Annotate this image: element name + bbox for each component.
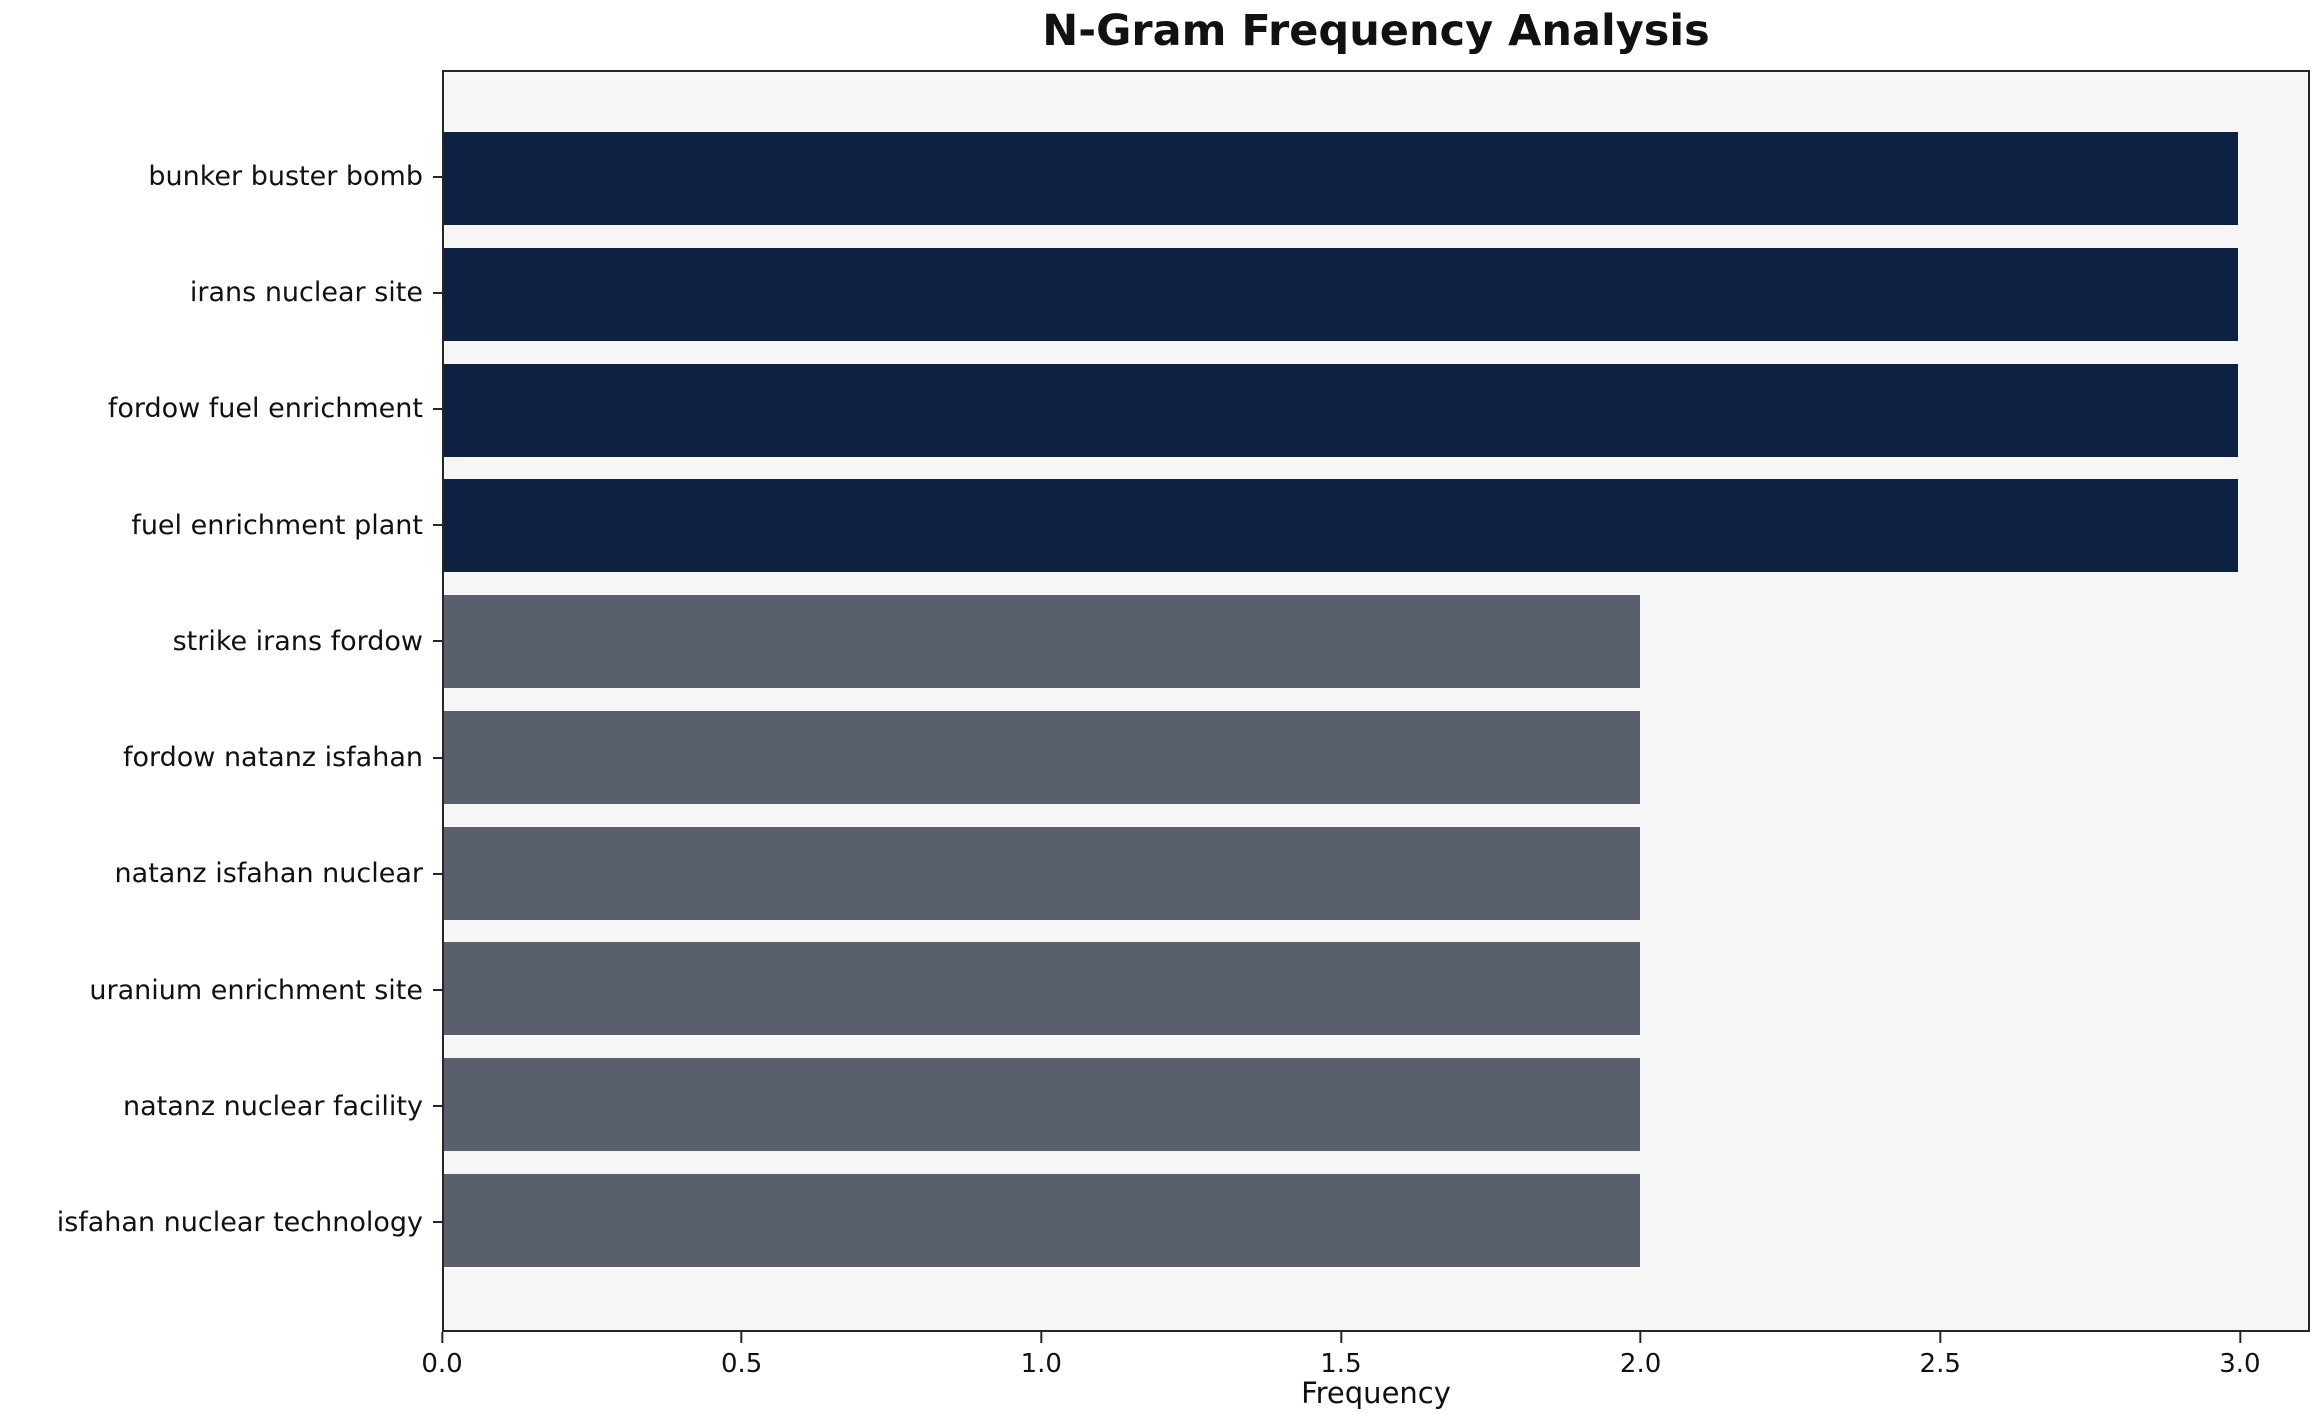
bar-row xyxy=(444,1058,2308,1152)
bar xyxy=(444,826,1641,920)
y-tick-row: uranium enrichment site xyxy=(0,944,442,1037)
y-tick-mark xyxy=(433,872,442,875)
bar xyxy=(444,1058,1641,1152)
y-tick-row: fordow natanz isfahan xyxy=(0,711,442,804)
x-axis-ticks: 0.0 0.5 1.0 1.5 2.0 2.5 3.0 xyxy=(421,1332,2310,1402)
y-tick-label: natanz isfahan nuclear xyxy=(114,858,423,890)
bar-row xyxy=(444,247,2308,341)
x-tick-mark xyxy=(1339,1332,1342,1343)
bar-row xyxy=(444,942,2308,1036)
x-tick-label: 0.5 xyxy=(720,1349,763,1379)
bars-container xyxy=(444,72,2308,1330)
x-tick: 2.0 xyxy=(1620,1332,1661,1379)
y-tick-label: bunker buster bomb xyxy=(148,161,423,192)
x-tick-label: 1.0 xyxy=(1020,1349,1062,1379)
x-tick-mark xyxy=(440,1332,443,1343)
y-tick-label: fuel enrichment plant xyxy=(131,509,423,541)
y-tick-row: irans nuclear site xyxy=(0,246,442,339)
y-tick-mark xyxy=(433,989,442,992)
y-tick-label: uranium enrichment site xyxy=(89,974,423,1006)
x-tick-mark xyxy=(2238,1332,2241,1343)
x-tick: 1.5 xyxy=(1320,1332,1362,1379)
x-tick-label: 3.0 xyxy=(2219,1349,2261,1379)
bar xyxy=(444,710,1641,804)
chart-title: N-Gram Frequency Analysis xyxy=(1042,6,1710,56)
bar xyxy=(444,363,2239,457)
y-tick-label: natanz nuclear facility xyxy=(122,1090,423,1122)
y-tick-label: isfahan nuclear technology xyxy=(56,1206,423,1238)
y-tick-label: fordow natanz isfahan xyxy=(122,742,423,774)
x-tick: 1.0 xyxy=(1021,1332,1062,1379)
x-tick-label: 2.0 xyxy=(1619,1349,1662,1379)
y-tick-mark xyxy=(433,1221,442,1224)
y-tick-row: natanz isfahan nuclear xyxy=(0,827,442,920)
x-tick-label: 1.5 xyxy=(1320,1349,1362,1379)
bar-row xyxy=(444,710,2308,804)
y-tick-mark xyxy=(433,291,442,294)
bar-row xyxy=(444,595,2308,689)
bar xyxy=(444,595,1641,689)
y-tick-mark xyxy=(433,407,442,410)
x-tick-label: 2.5 xyxy=(1919,1349,1961,1379)
x-axis-label: Frequency xyxy=(1301,1376,1451,1410)
bar-row xyxy=(444,363,2308,457)
y-tick-label: irans nuclear site xyxy=(189,277,423,309)
y-tick-row: natanz nuclear facility xyxy=(0,1060,442,1153)
y-tick-row: bunker buster bomb xyxy=(0,130,442,223)
bar-row xyxy=(444,1173,2308,1267)
bar xyxy=(444,1173,1641,1267)
x-tick: 0.5 xyxy=(721,1332,762,1379)
bar-row xyxy=(444,479,2308,573)
y-tick-mark xyxy=(433,175,442,178)
x-tick-mark xyxy=(1639,1332,1642,1343)
x-tick-label: 0.0 xyxy=(421,1349,463,1379)
x-tick-mark xyxy=(1040,1332,1043,1343)
x-tick-mark xyxy=(740,1332,743,1343)
y-tick-mark xyxy=(433,640,442,643)
y-axis-labels: bunker buster bomb irans nuclear site ford… xyxy=(0,70,442,1332)
plot-area xyxy=(442,70,2310,1332)
y-tick-label: fordow fuel enrichment xyxy=(107,393,423,425)
bar-row xyxy=(444,826,2308,920)
x-tick-mark xyxy=(1939,1332,1942,1343)
x-tick: 3.0 xyxy=(2219,1332,2261,1379)
y-tick-row: strike irans fordow xyxy=(0,595,442,688)
y-tick-mark xyxy=(433,524,442,527)
y-tick-row: fordow fuel enrichment xyxy=(0,362,442,455)
bar xyxy=(444,132,2239,225)
y-tick-row: fuel enrichment plant xyxy=(0,479,442,572)
y-tick-mark xyxy=(433,756,442,759)
x-tick: 0.0 xyxy=(421,1332,463,1379)
y-tick-mark xyxy=(433,1105,442,1108)
x-tick: 2.5 xyxy=(1920,1332,1961,1379)
bar xyxy=(444,942,1641,1036)
bar xyxy=(444,247,2239,341)
bar xyxy=(444,479,2239,573)
y-tick-row: isfahan nuclear technology xyxy=(0,1176,442,1269)
y-tick-label: strike irans fordow xyxy=(172,625,423,657)
bar-row xyxy=(444,132,2308,225)
